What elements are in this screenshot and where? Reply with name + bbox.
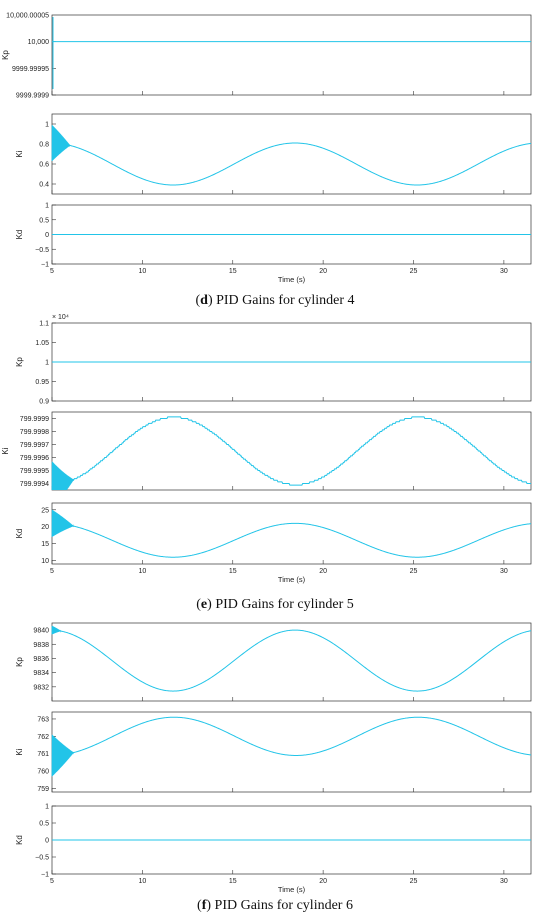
- g0-p0-ylabel: Kp: [1, 50, 10, 60]
- g2-p1-ytick-label: 763: [37, 716, 49, 723]
- g0-p0-ytick-label-top: 10,000.00005: [6, 13, 49, 20]
- g1-p1-axes-box: [51, 411, 532, 491]
- g0-p2-ytick-label: −1: [41, 262, 49, 269]
- g2-p0-transient-oscillation: [51, 625, 62, 635]
- g2-p1-ytick-label: 759: [37, 786, 49, 793]
- g1-p2-ytick-label: 20: [41, 524, 49, 531]
- g2-p1-ytick-label: 761: [37, 751, 49, 758]
- g1-p1-ytick-label: 799.9998: [20, 429, 49, 436]
- g2-p0-ytick-label: 9838: [33, 642, 49, 649]
- g0-p2-xtick-label: 10: [138, 268, 146, 275]
- g2-p0-series-line: [51, 629, 532, 692]
- g2-p2-ytick-label: 0: [45, 838, 49, 845]
- g0-p0-ytick-label: 9999.99995: [12, 66, 49, 73]
- g0-p1-ytick-label: 0.8: [39, 142, 49, 149]
- g1-p2-ytick-label: 10: [41, 558, 49, 565]
- g1-p2-xtick-label: 10: [138, 568, 146, 575]
- g0-p2-ytick-label: −0.5: [35, 247, 49, 254]
- g1-p2-transient-oscillation: [51, 509, 74, 537]
- g0-p1-ytick-label: 0.4: [39, 182, 49, 189]
- g1-p2-series-line: [51, 522, 532, 558]
- g2-p1-axes-box: [51, 711, 532, 793]
- g2-p1-ytick-label: 760: [37, 769, 49, 776]
- g1-p0-ylabel: Kp: [15, 357, 24, 367]
- g2-p2-xtick-label: 10: [138, 878, 146, 885]
- g2-p1-transient-oscillation: [51, 734, 74, 777]
- g0-p1-ylabel: Ki: [15, 150, 24, 157]
- g1-p0-ytick-label: 1.1: [39, 321, 49, 328]
- g2-p2-xtick-label: 5: [50, 878, 54, 885]
- g1-p1-ytick-label: 799.9996: [20, 455, 49, 462]
- g0-p2-xtick-label: 20: [319, 268, 327, 275]
- g2-p0-ytick-label: 9832: [33, 684, 49, 691]
- g0-p2-ytick-label: 0: [45, 232, 49, 239]
- g0-p1-series-line: [51, 142, 532, 186]
- g0-p2-xtick-label: 5: [50, 268, 54, 275]
- caption-cylinder-5: (e) PID Gains for cylinder 5: [196, 597, 354, 612]
- g0-p1-transient-oscillation: [51, 125, 71, 162]
- g1-p1-ylabel: Ki: [1, 447, 10, 454]
- g1-p2-ylabel: Kd: [15, 529, 24, 539]
- g1-p1-ytick-label: 799.9997: [20, 442, 49, 449]
- g1-p2-xtick-label: 15: [229, 568, 237, 575]
- g2-p2-ytick-label: −0.5: [35, 855, 49, 862]
- g2-p2-ylabel: Kd: [15, 835, 24, 845]
- g1-p1-ytick-label: 799.9999: [20, 416, 49, 423]
- g0-p2-xtick-label: 30: [500, 268, 508, 275]
- g1-p0-ytick-label: 0.9: [39, 399, 49, 406]
- g2-p2-ytick-label: −1: [41, 872, 49, 879]
- g1-p2-xtick-label: 30: [500, 568, 508, 575]
- g2-p0-ylabel: Kp: [15, 657, 24, 667]
- g2-p0-ytick-label: 9840: [33, 628, 49, 635]
- g0-p1-axes-box: [51, 113, 532, 195]
- g2-p2-ytick-label: 1: [45, 804, 49, 811]
- g1-p0-exponent-label: × 10⁴: [52, 314, 69, 321]
- g1-xlabel: Time (s): [278, 575, 306, 584]
- g0-p2-ytick-label: 0.5: [39, 217, 49, 224]
- g0-p0-axes-box: [51, 14, 532, 96]
- g1-p1-ytick-label: 799.9995: [20, 468, 49, 475]
- g1-p2-axes-box: [51, 502, 532, 565]
- g1-p0-ytick-label: 1.05: [35, 340, 49, 347]
- g2-p2-xtick-label: 15: [229, 878, 237, 885]
- g0-p0-ytick-label: 10,000: [28, 39, 50, 46]
- g2-p0-ytick-label: 9834: [33, 670, 49, 677]
- g2-p1-ytick-label: 762: [37, 734, 49, 741]
- g1-p1-ytick-label: 799.9994: [20, 481, 49, 488]
- g1-p1-series-line: [52, 416, 531, 486]
- caption-cylinder-6: (f) PID Gains for cylinder 6: [197, 898, 353, 913]
- g0-p1-ytick-label: 1: [45, 122, 49, 129]
- g2-xlabel: Time (s): [278, 885, 306, 894]
- g1-p2-xtick-label: 5: [50, 568, 54, 575]
- g1-p2-xtick-label: 20: [319, 568, 327, 575]
- g1-p0-ytick-label: 0.95: [35, 379, 49, 386]
- g1-p2-xtick-label: 25: [410, 568, 418, 575]
- caption-cylinder-4: (d) PID Gains for cylinder 4: [195, 293, 355, 308]
- g2-p1-series-line: [51, 716, 532, 756]
- g2-p2-xtick-label: 30: [500, 878, 508, 885]
- g0-p2-ytick-label: 1: [45, 203, 49, 210]
- g1-p1-transient-oscillation: [51, 461, 74, 491]
- g2-p2-xtick-label: 20: [319, 878, 327, 885]
- g2-p0-axes-box: [51, 622, 532, 702]
- g0-p1-ytick-label: 0.6: [39, 162, 49, 169]
- g2-p1-ylabel: Ki: [15, 748, 24, 755]
- g0-xlabel: Time (s): [278, 275, 306, 284]
- g1-p2-ytick-label: 15: [41, 541, 49, 548]
- g0-p2-ylabel: Kd: [15, 230, 24, 240]
- g1-p2-ytick-label: 25: [41, 507, 49, 514]
- g2-p2-xtick-label: 25: [410, 878, 418, 885]
- g0-p2-xtick-label: 25: [410, 268, 418, 275]
- g0-p2-xtick-label: 15: [229, 268, 237, 275]
- g2-p2-ytick-label: 0.5: [39, 821, 49, 828]
- g1-p0-ytick-label: 1: [45, 360, 49, 367]
- g2-p0-ytick-label: 9836: [33, 656, 49, 663]
- g0-p0-ytick-label: 9999.9999: [16, 93, 49, 100]
